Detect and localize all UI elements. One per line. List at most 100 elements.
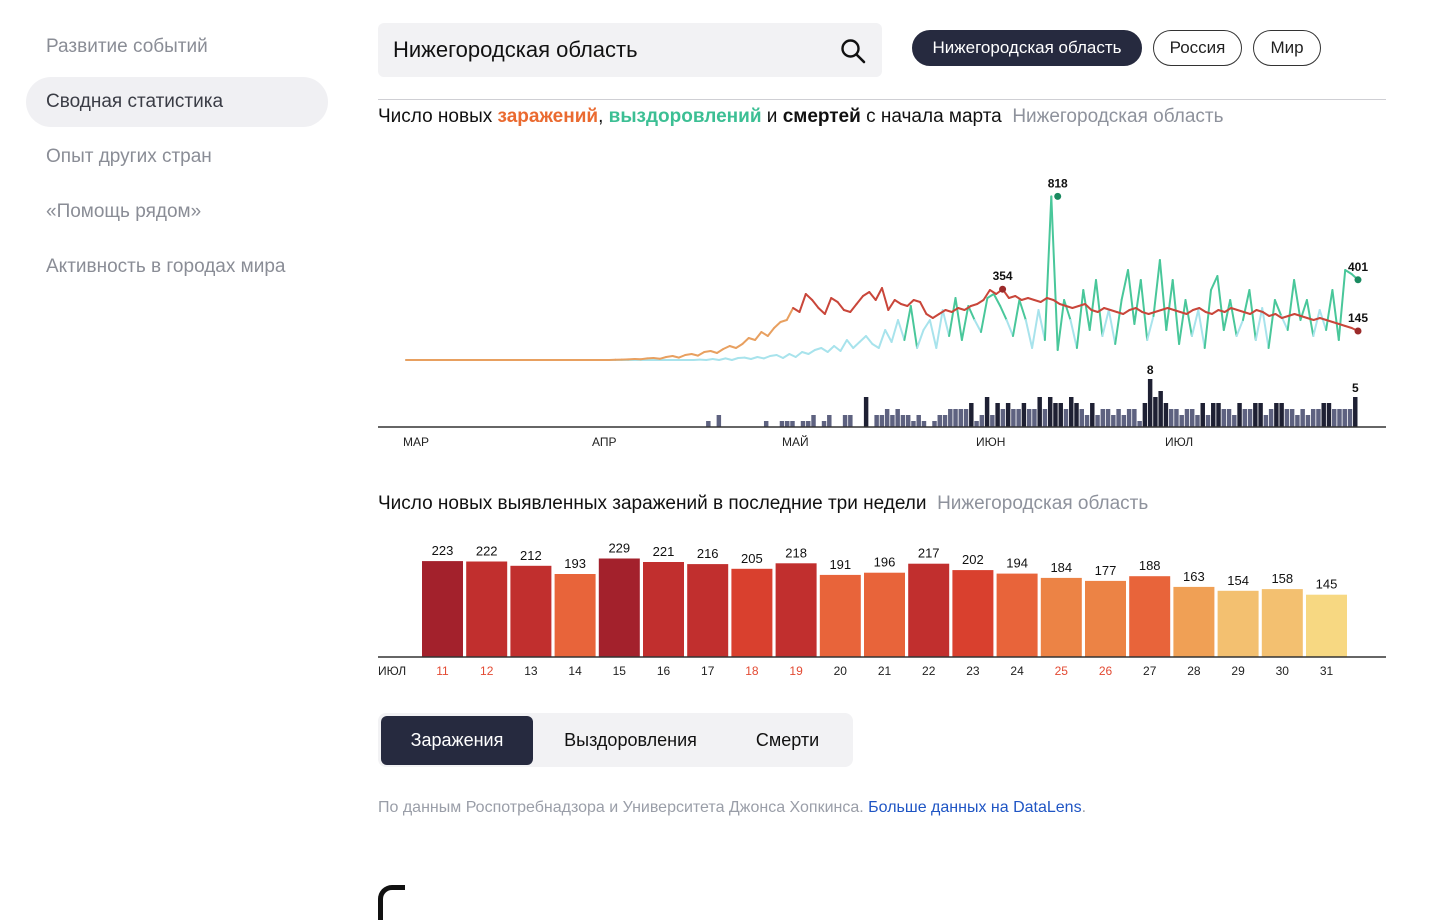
recoveries-line-segment	[1313, 310, 1319, 336]
recoveries-line-segment	[1026, 320, 1032, 348]
daily-bar	[466, 562, 507, 658]
daily-bar	[1173, 587, 1214, 657]
deaths-bar	[895, 409, 899, 427]
deaths-bar	[1090, 403, 1094, 427]
deaths-bar	[785, 421, 789, 427]
deaths-bar	[932, 421, 936, 427]
tab-deaths[interactable]: Смерти	[730, 716, 845, 765]
infections-line-segment	[1034, 300, 1040, 302]
infections-line-segment	[819, 308, 825, 314]
datalens-link[interactable]: Больше данных на DataLens	[868, 799, 1081, 816]
recoveries-line-segment	[1032, 310, 1038, 348]
deaths-bar	[780, 421, 784, 427]
infections-line-segment	[1345, 326, 1351, 328]
deaths-bar	[1048, 397, 1052, 427]
infections-line-segment	[933, 314, 939, 318]
bar-day-label: 21	[878, 664, 892, 678]
recoveries-line-segment	[1237, 320, 1243, 336]
deaths-bar	[1216, 403, 1220, 427]
infections-line-segment	[876, 288, 882, 300]
deaths-bar	[1327, 403, 1331, 427]
daily-bar	[1218, 591, 1259, 657]
deaths-bar	[1195, 415, 1199, 427]
recoveries-line-segment	[892, 320, 898, 342]
recoveries-line-segment	[789, 354, 795, 357]
recoveries-line-segment	[777, 355, 783, 358]
recoveries-line-segment	[1205, 290, 1211, 348]
recoveries-line-segment	[924, 320, 930, 330]
region-button-world[interactable]: Мир	[1253, 30, 1321, 66]
deaths-bar	[980, 415, 984, 427]
deaths-bar	[964, 409, 968, 427]
bar-day-label: 12	[480, 664, 494, 678]
recoveries-line-segment	[911, 306, 917, 348]
infections-line-segment	[914, 300, 920, 302]
infections-line-segment	[793, 308, 799, 312]
deaths-bar	[948, 409, 952, 427]
deaths-bar	[1311, 409, 1315, 427]
bar-day-label: 25	[1055, 664, 1069, 678]
tab-infections[interactable]: Заражения	[381, 716, 533, 765]
recoveries-line-segment	[1019, 300, 1025, 320]
daily-bar	[776, 563, 817, 657]
deaths-bar	[1032, 409, 1036, 427]
deaths-bar	[953, 409, 957, 427]
bar-value-label: 229	[608, 541, 630, 556]
region-button-russia[interactable]: Россия	[1153, 30, 1242, 66]
deaths-bar	[874, 415, 878, 427]
sidebar-item-city-activity[interactable]: Активность в городах мира	[26, 242, 328, 292]
search-icon[interactable]	[840, 38, 866, 64]
recoveries-line-segment	[981, 298, 987, 332]
deaths-bar	[1253, 403, 1257, 427]
daily-bar	[555, 574, 596, 657]
sidebar-item-events[interactable]: Развитие событий	[26, 22, 328, 72]
region-button-nizhny[interactable]: Нижегородская область	[912, 30, 1142, 66]
recoveries-last-marker	[1355, 276, 1362, 283]
deaths-bar	[995, 403, 999, 427]
infections-line-segment	[882, 288, 888, 310]
deaths-bar	[1059, 403, 1063, 427]
deaths-bar	[801, 421, 805, 427]
infections-line-segment	[749, 338, 755, 340]
recoveries-line-segment	[1230, 300, 1236, 336]
x-tick-label: ИЮН	[976, 435, 1005, 449]
bar-day-label: 30	[1276, 664, 1290, 678]
tab-recoveries[interactable]: Выздоровления	[548, 716, 713, 765]
deaths-bar	[922, 421, 926, 427]
recoveries-line-segment	[1198, 310, 1204, 348]
infections-line-segment	[723, 346, 729, 349]
sidebar-item-summary-stats[interactable]: Сводная статистика	[26, 77, 328, 127]
infections-line-segment	[825, 298, 831, 314]
bar-day-label: 14	[568, 664, 582, 678]
infections-line-segment	[806, 294, 812, 300]
daily-bar	[1085, 581, 1126, 657]
recoveries-line-segment	[885, 330, 891, 342]
bar-day-label: 29	[1231, 664, 1245, 678]
infections-line-segment	[1009, 296, 1015, 298]
deaths-bar	[1106, 409, 1110, 427]
recoveries-line-segment	[917, 330, 923, 348]
bar-value-label: 212	[520, 548, 542, 563]
title-prefix: Число новых	[378, 106, 498, 127]
infections-line-segment	[755, 332, 761, 340]
infections-line-segment	[1022, 298, 1028, 300]
deaths-bar	[1095, 415, 1099, 427]
x-tick-label: АПР	[592, 435, 617, 449]
recoveries-line-segment	[815, 348, 821, 350]
recoveries-line-segment	[1339, 270, 1345, 340]
deaths-bar	[1279, 403, 1283, 427]
sidebar-item-help-nearby[interactable]: «Помощь рядом»	[26, 187, 328, 237]
sidebar-item-other-countries[interactable]: Опыт других стран	[26, 132, 328, 182]
deaths-bar	[1295, 415, 1299, 427]
bar-value-label: 222	[476, 544, 498, 559]
infections-line-segment	[1047, 298, 1053, 300]
infections-peak-label: 354	[993, 269, 1013, 283]
bar-value-label: 221	[653, 544, 675, 559]
infections-line-segment	[831, 298, 837, 302]
daily-bar	[997, 574, 1038, 657]
deaths-bar	[806, 421, 810, 427]
infections-line-segment	[1307, 318, 1313, 320]
recoveries-line-segment	[802, 352, 808, 354]
deaths-bar	[1127, 409, 1131, 427]
region-search-input[interactable]	[393, 23, 813, 77]
